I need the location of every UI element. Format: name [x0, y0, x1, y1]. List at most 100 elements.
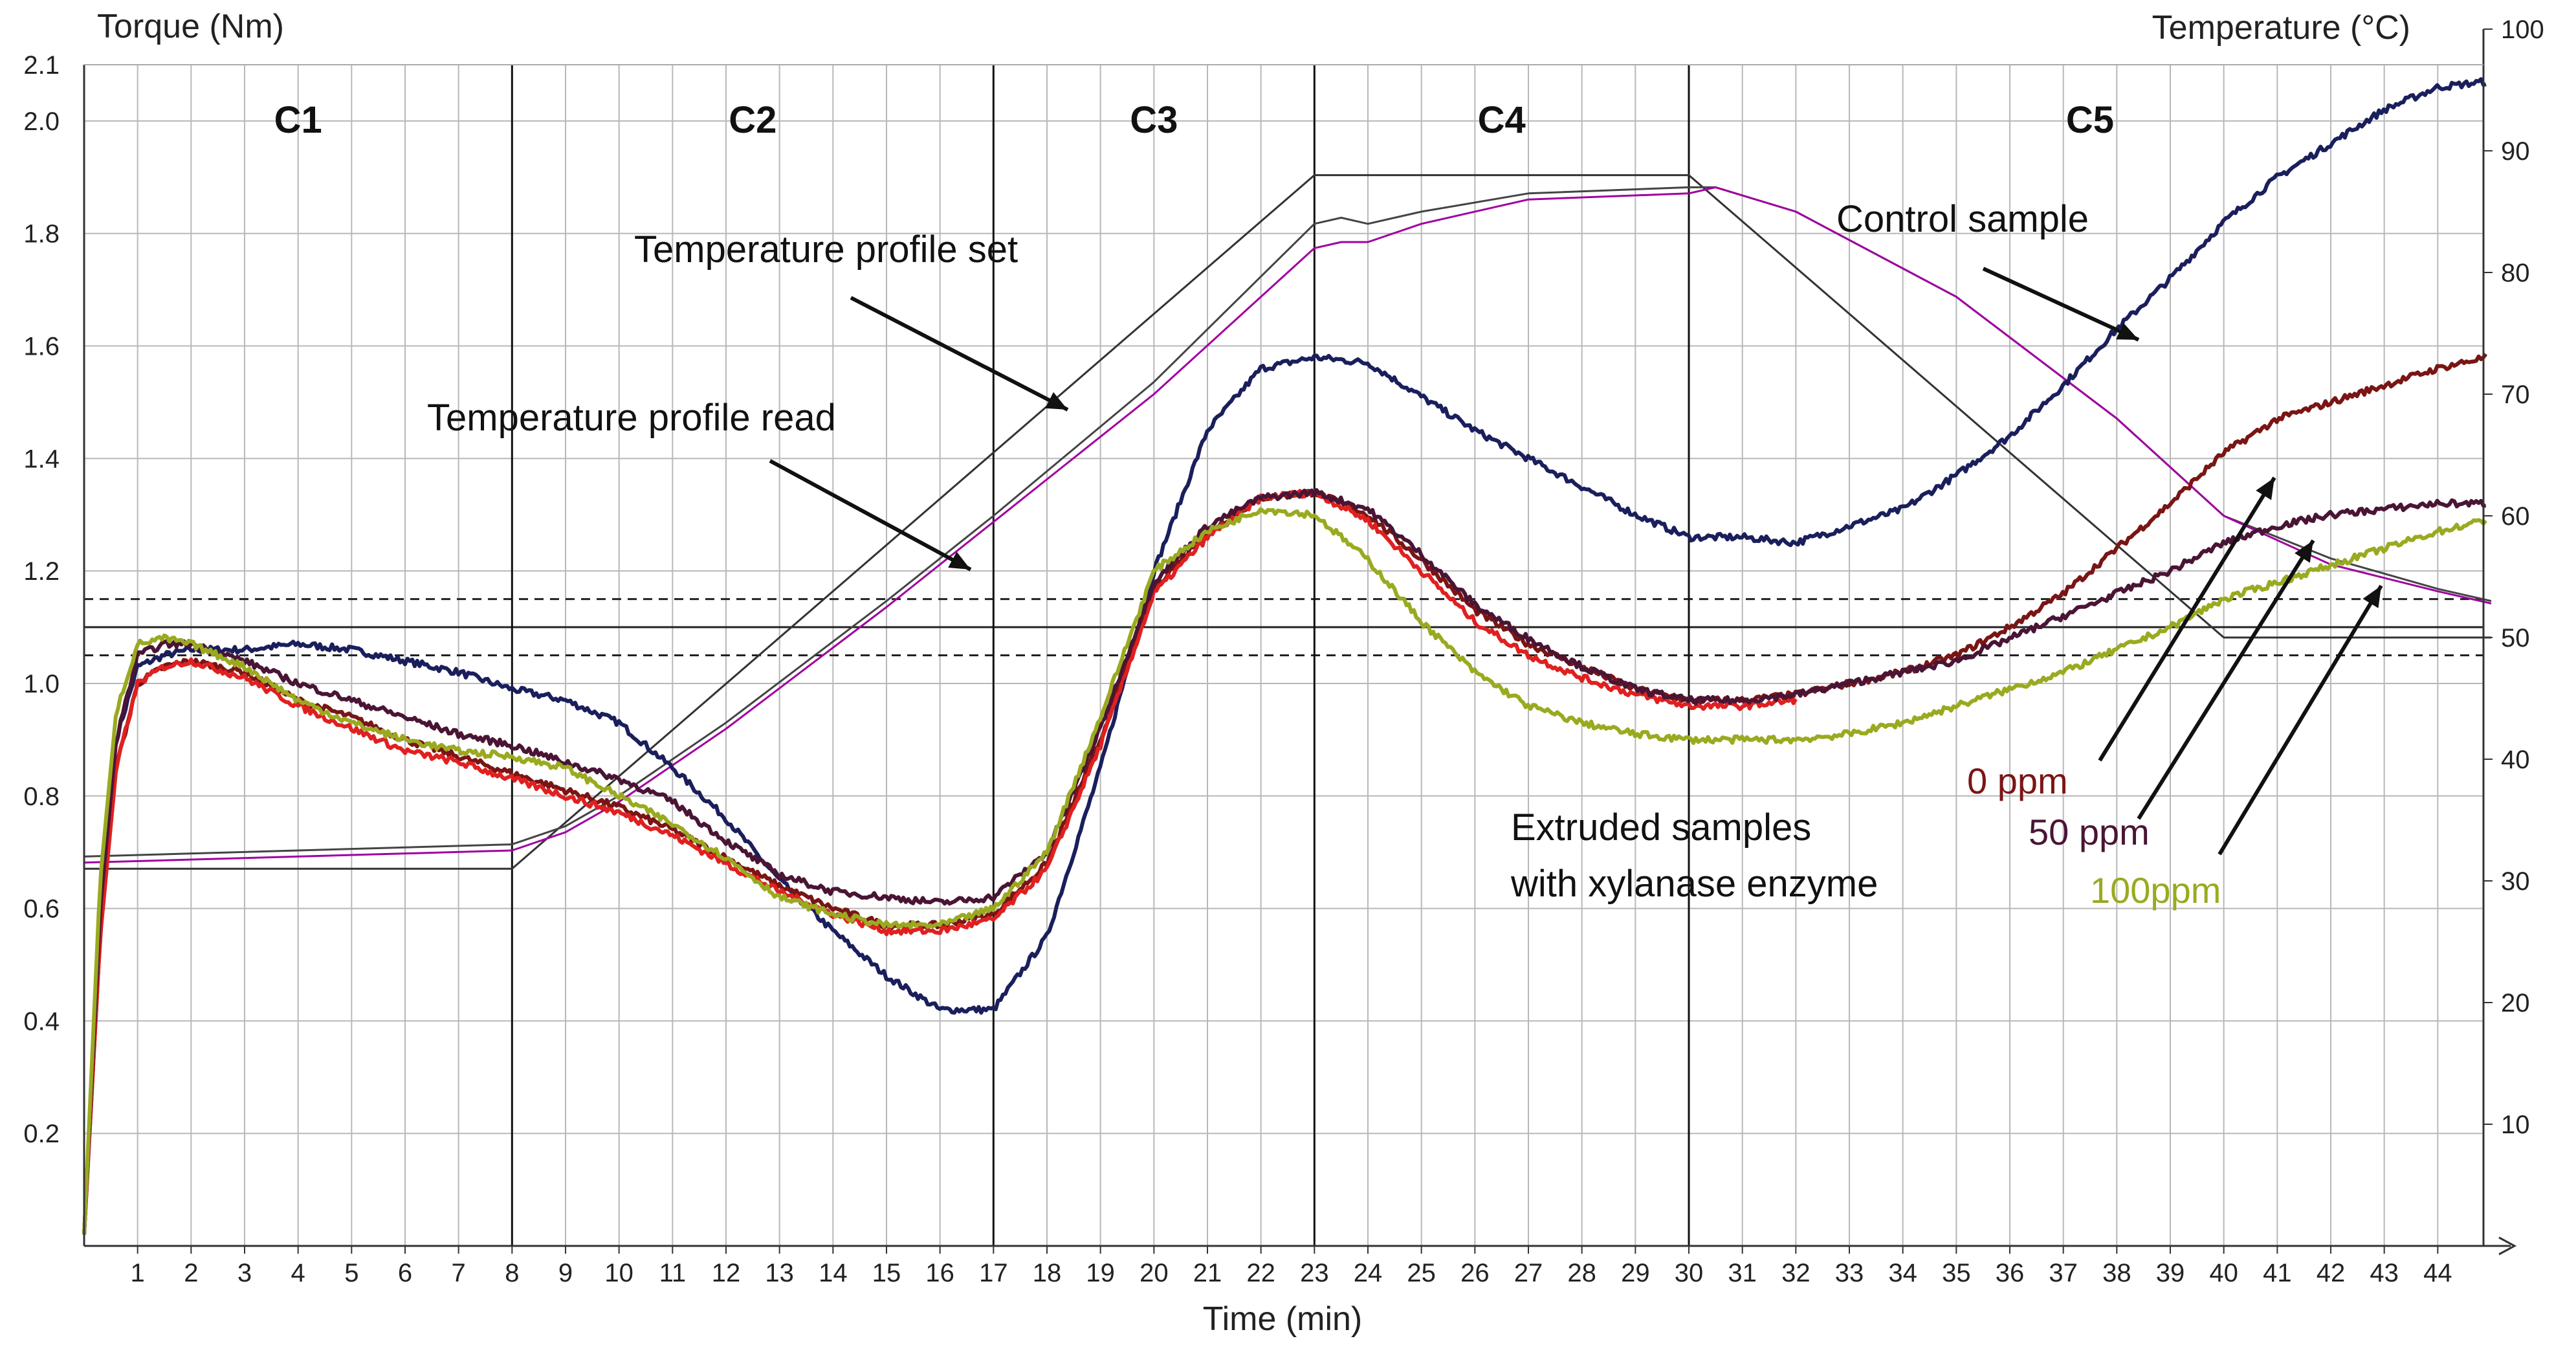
- annotation-temperature-profile-set: Temperature profile set: [634, 228, 1018, 271]
- y-left-tick-label: 0.4: [23, 1007, 60, 1036]
- phase-label-c5: C5: [2066, 99, 2114, 141]
- phase-label-c2: C2: [729, 99, 776, 141]
- x-tick-label: 31: [1728, 1259, 1757, 1287]
- annotation-extruded-line1: Extruded samples: [1511, 806, 1811, 849]
- x-tick-label: 42: [2317, 1259, 2346, 1287]
- x-tick-label: 18: [1033, 1259, 1062, 1287]
- series-control-red: [82, 489, 1798, 1235]
- arrow-100ppm: [2218, 584, 2383, 856]
- x-tick-label: 29: [1621, 1259, 1650, 1287]
- y-left-tick-label: 1.4: [23, 445, 60, 473]
- x-tick-label: 20: [1139, 1259, 1169, 1287]
- phase-label-c1: C1: [274, 99, 322, 141]
- label-50-ppm: 50 ppm: [2029, 812, 2150, 852]
- series-50-ppm: [82, 488, 2487, 1235]
- y-right-tick-label: 30: [2501, 867, 2530, 896]
- series-100-ppm: [82, 507, 2488, 1235]
- y-right-tick-label: 90: [2501, 137, 2530, 166]
- y-right-tick-label: 40: [2501, 746, 2530, 774]
- y-left-tick-label: 0.8: [23, 782, 60, 811]
- phase-label-c3: C3: [1130, 99, 1178, 141]
- y-right-tick-label: 50: [2501, 624, 2530, 652]
- series-control-sample: [82, 77, 2487, 1235]
- y-left-tick-label: 0.6: [23, 895, 60, 924]
- arrow-0-ppm: [2098, 476, 2276, 762]
- y-left-tick-label: 0.2: [23, 1120, 60, 1148]
- x-tick-label: 14: [819, 1259, 848, 1287]
- y-left-tick-label: 1.6: [23, 333, 60, 361]
- x-axis-title: Time (min): [1203, 1300, 1363, 1338]
- x-tick-label: 37: [2049, 1259, 2078, 1287]
- x-tick-label: 25: [1407, 1259, 1436, 1287]
- y-left-tick-label: 1.8: [23, 220, 60, 249]
- x-tick-label: 38: [2102, 1259, 2131, 1287]
- annotation-temperature-profile-read: Temperature profile read: [427, 397, 836, 439]
- x-tick-label: 24: [1354, 1259, 1383, 1287]
- x-tick-label: 40: [2209, 1259, 2238, 1287]
- y-right-tick-label: 60: [2501, 502, 2530, 531]
- x-tick-label: 8: [505, 1259, 519, 1287]
- y-right-tick-label: 80: [2501, 259, 2530, 287]
- x-tick-label: 34: [1888, 1259, 1917, 1287]
- x-tick-label: 5: [344, 1259, 358, 1287]
- x-tick-label: 33: [1835, 1259, 1864, 1287]
- y-right-tick-label: 100: [2501, 16, 2544, 44]
- x-tick-label: 26: [1460, 1259, 1490, 1287]
- x-tick-label: 41: [2263, 1259, 2292, 1287]
- y-left-tick-label: 1.2: [23, 557, 60, 586]
- x-tick-label: 32: [1781, 1259, 1811, 1287]
- x-tick-label: 30: [1675, 1259, 1704, 1287]
- annotation-control-sample: Control sample: [1836, 198, 2089, 240]
- x-tick-label: 1: [131, 1259, 145, 1287]
- x-tick-label: 6: [398, 1259, 412, 1287]
- arrow-100ppm-head-icon: [2362, 586, 2381, 608]
- x-tick-label: 36: [1996, 1259, 2025, 1287]
- arrow-temperature-profile-read: [769, 459, 972, 572]
- x-tick-label: 39: [2156, 1259, 2185, 1287]
- y-right-tick-label: 70: [2501, 381, 2530, 409]
- x-tick-label: 43: [2370, 1259, 2399, 1287]
- x-tick-label: 17: [979, 1259, 1008, 1287]
- x-tick-label: 19: [1086, 1259, 1115, 1287]
- x-tick-label: 13: [765, 1259, 794, 1287]
- y-left-tick-label: 2.0: [23, 107, 60, 136]
- x-tick-label: 22: [1246, 1259, 1275, 1287]
- arrow-50-ppm-head-icon: [2295, 540, 2313, 563]
- x-tick-label: 9: [558, 1259, 573, 1287]
- x-tick-label: 15: [872, 1259, 901, 1287]
- arrow-50-ppm: [2137, 539, 2315, 820]
- arrow-0-ppm-head-icon: [2256, 478, 2274, 500]
- phase-label-c4: C4: [1478, 99, 1526, 141]
- x-tick-label: 28: [1567, 1259, 1596, 1287]
- x-tick-label: 23: [1300, 1259, 1329, 1287]
- y-left-tick-label: 2.1: [23, 51, 60, 80]
- x-tick-label: 12: [712, 1259, 741, 1287]
- x-tick-label: 3: [237, 1259, 252, 1287]
- arrow-temperature-profile-read-head-icon: [948, 551, 971, 570]
- x-tick-label: 16: [925, 1259, 954, 1287]
- x-tick-label: 27: [1514, 1259, 1543, 1287]
- y-left-tick-label: 1.0: [23, 670, 60, 698]
- x-tick-label: 44: [2423, 1259, 2452, 1287]
- x-tick-label: 35: [1942, 1259, 1971, 1287]
- x-tick-label: 4: [291, 1259, 305, 1287]
- x-axis-arrow-icon: [2498, 1236, 2517, 1256]
- arrow-control-sample: [1982, 267, 2140, 342]
- arrow-control-sample-head-icon: [2116, 322, 2139, 340]
- annotation-extruded-line2: with xylanase enzyme: [1510, 863, 1878, 905]
- x-tick-label: 11: [659, 1259, 687, 1287]
- y-right-tick-label: 10: [2501, 1111, 2530, 1139]
- y-right-title: Temperature (°C): [2152, 9, 2410, 47]
- label-100ppm: 100ppm: [2090, 870, 2221, 911]
- arrow-temperature-profile-set-head-icon: [1045, 392, 1068, 410]
- series-temperature-profile-set: [84, 174, 2491, 870]
- x-tick-label: 10: [604, 1259, 633, 1287]
- x-tick-label: 2: [184, 1259, 198, 1287]
- y-right-tick-label: 20: [2501, 989, 2530, 1017]
- x-tick-label: 7: [452, 1259, 466, 1287]
- label-0-ppm: 0 ppm: [1967, 760, 2068, 801]
- y-left-title: Torque (Nm): [97, 8, 284, 45]
- x-tick-label: 21: [1193, 1259, 1222, 1287]
- arrow-temperature-profile-set: [850, 296, 1069, 412]
